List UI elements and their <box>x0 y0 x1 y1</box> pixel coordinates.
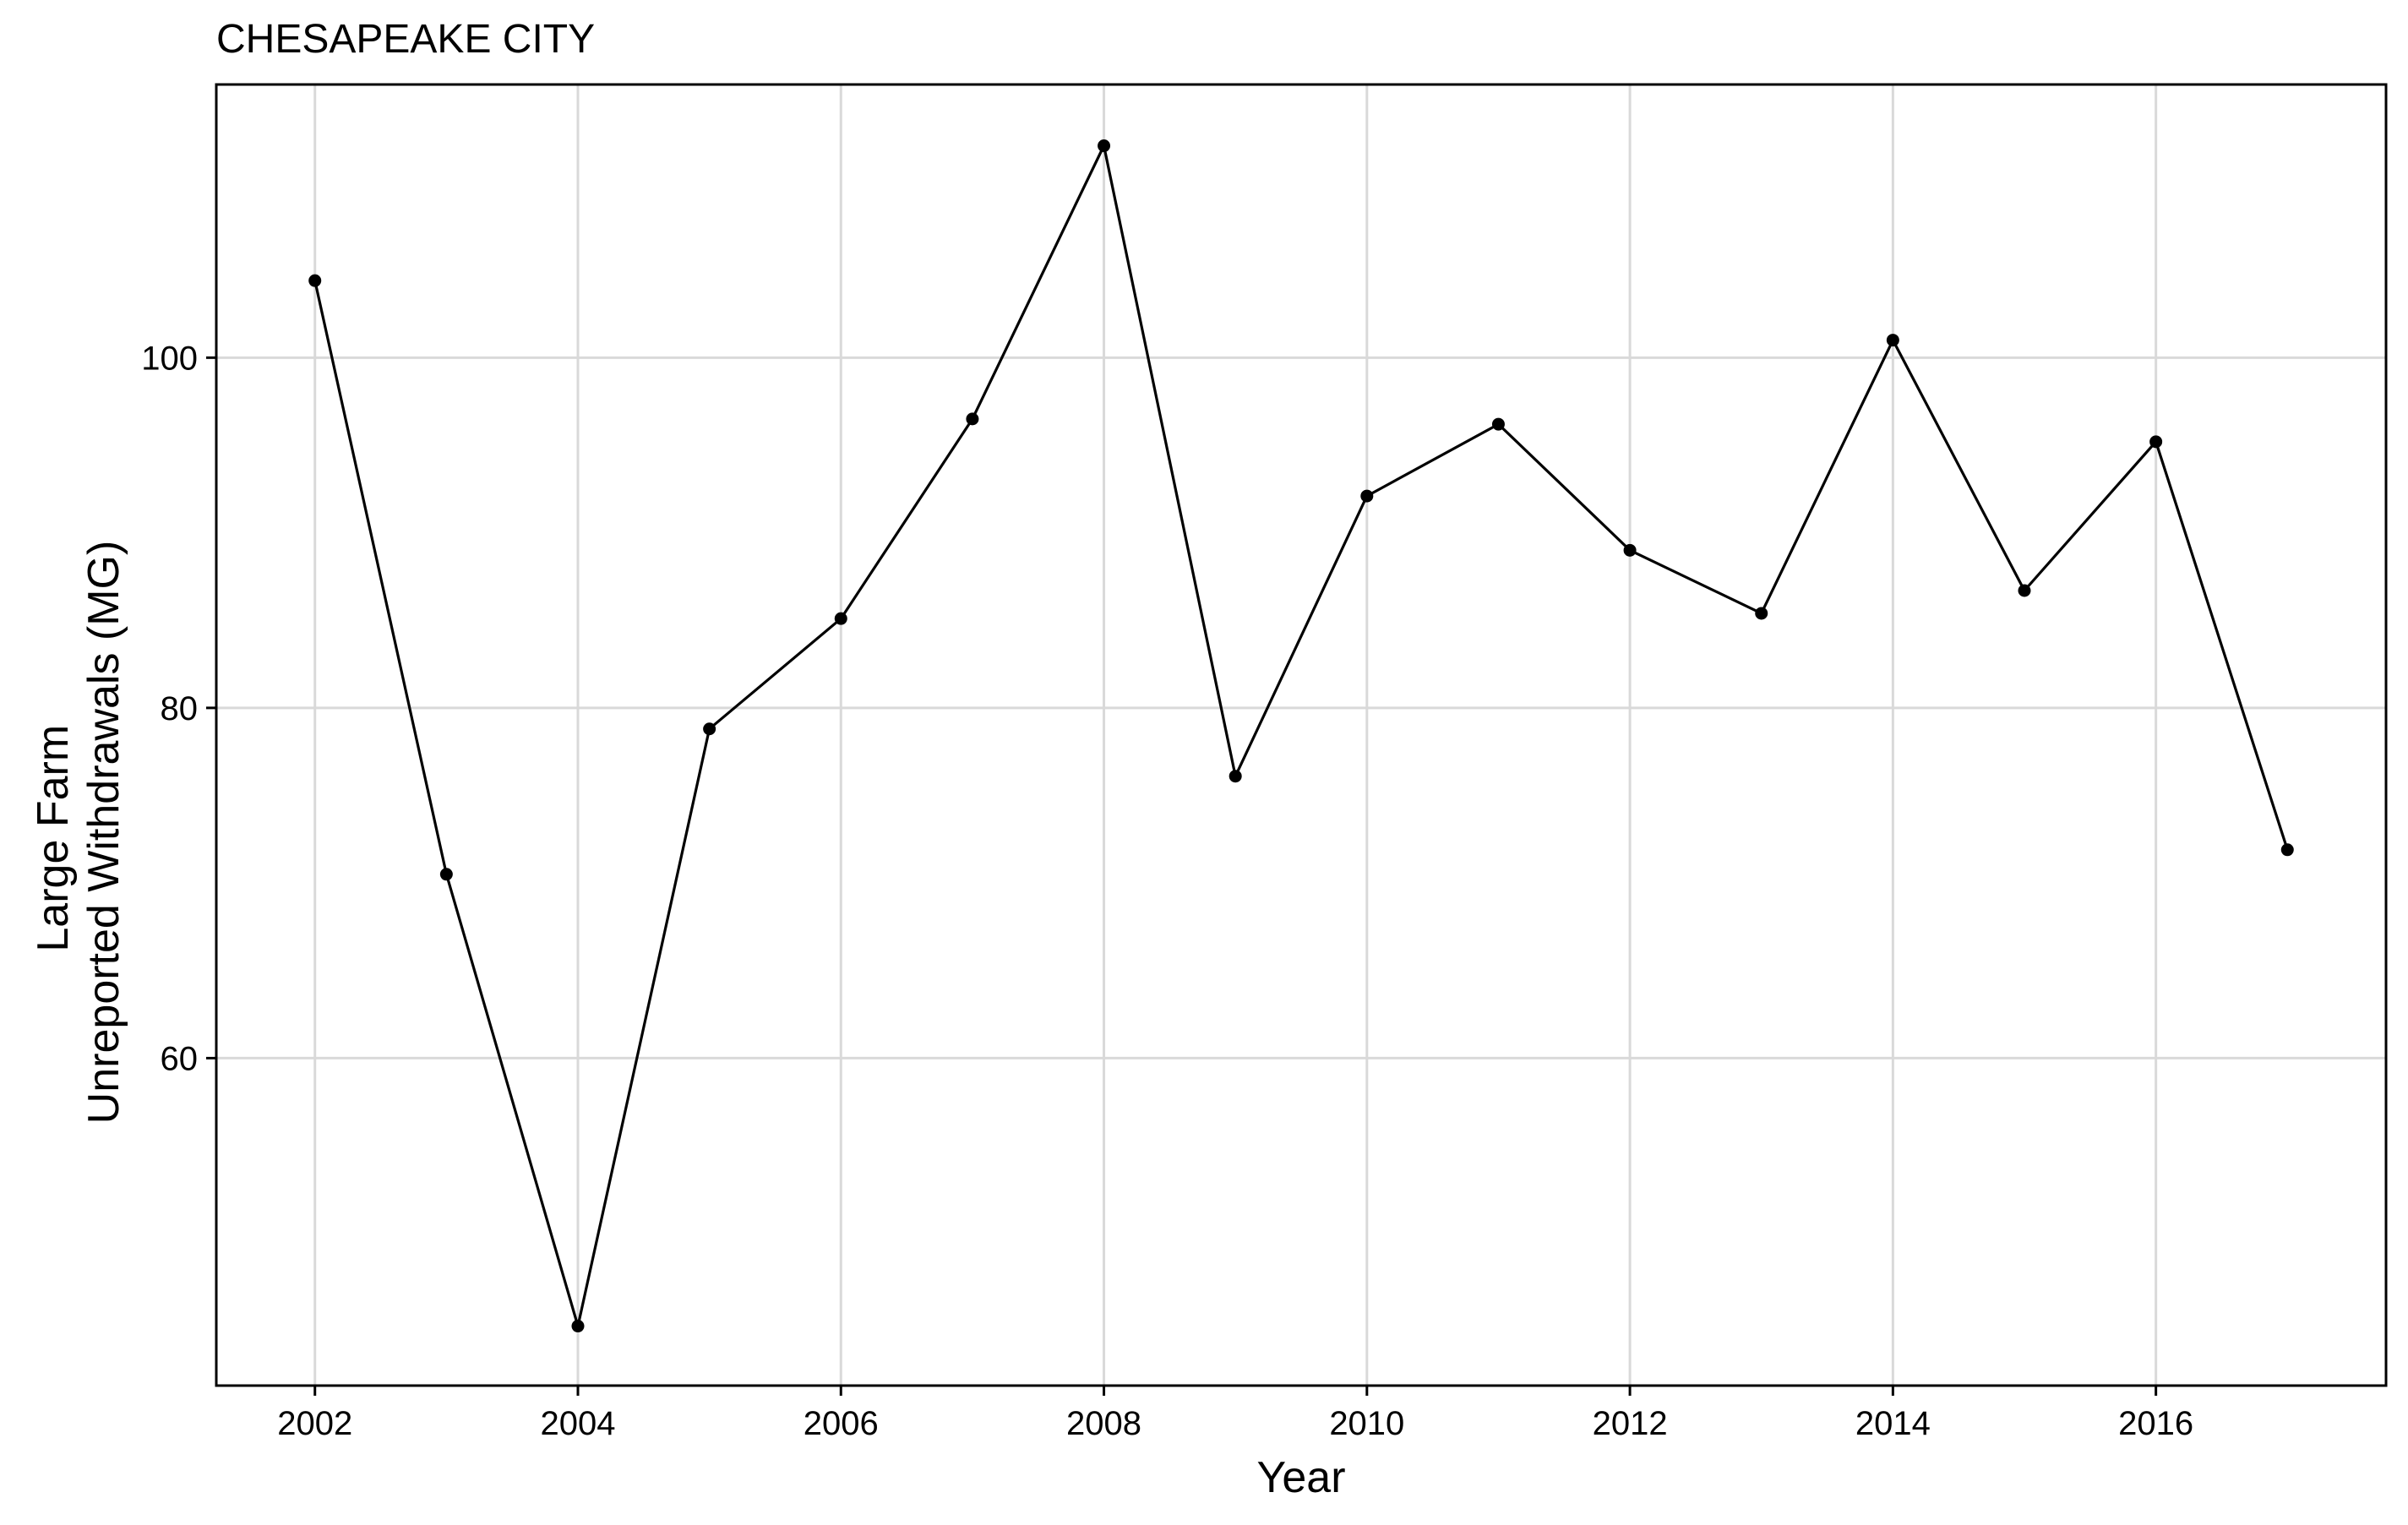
y-axis-title-line-1: Large Farm <box>29 725 78 952</box>
chart-title: CHESAPEAKE CITY <box>216 17 595 62</box>
data-point <box>2018 584 2031 597</box>
x-axis-title: Year <box>1256 1453 1345 1502</box>
data-point <box>1360 489 1374 503</box>
plot-panel-border <box>215 83 2388 1387</box>
data-point <box>1098 139 1111 153</box>
y-tick-label: 80 <box>161 690 199 727</box>
x-tick-label: 2016 <box>2118 1405 2193 1442</box>
data-point <box>439 868 453 881</box>
y-tick-label: 100 <box>141 340 198 377</box>
data-point <box>308 274 322 287</box>
data-point <box>1491 417 1505 431</box>
x-tick-label: 2014 <box>1855 1405 1931 1442</box>
data-point <box>1623 543 1637 557</box>
x-tick-label: 2010 <box>1329 1405 1404 1442</box>
x-tick-label: 2008 <box>1066 1405 1141 1442</box>
data-point <box>1229 770 1242 783</box>
x-tick-label: 2006 <box>804 1405 879 1442</box>
x-tick-label: 2004 <box>541 1405 616 1442</box>
data-point <box>2149 435 2163 449</box>
data-point <box>2280 843 2294 857</box>
grid-lines <box>216 84 2386 1386</box>
axes: 2002 2004 2006 2008 2010 2012 2014 2016 60 80 100 <box>141 340 2193 1442</box>
data-series <box>308 139 2294 1333</box>
data-point <box>1755 607 1768 620</box>
data-point <box>1886 334 1899 347</box>
y-axis-title-line-2: Unreported Withdrawals (MG) <box>79 541 128 1125</box>
data-point <box>966 412 979 426</box>
x-tick-label: 2002 <box>277 1405 352 1442</box>
x-tick-label: 2012 <box>1593 1405 1668 1442</box>
series-line <box>313 144 2289 1328</box>
y-tick-label: 60 <box>161 1040 199 1077</box>
y-axis-title: Large Farm Unreported Withdrawals (MG) <box>29 541 128 1125</box>
data-point <box>703 722 716 736</box>
data-point <box>571 1320 585 1333</box>
data-point <box>834 612 847 625</box>
